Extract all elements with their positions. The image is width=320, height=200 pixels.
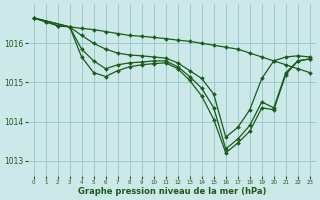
X-axis label: Graphe pression niveau de la mer (hPa): Graphe pression niveau de la mer (hPa) — [77, 187, 266, 196]
